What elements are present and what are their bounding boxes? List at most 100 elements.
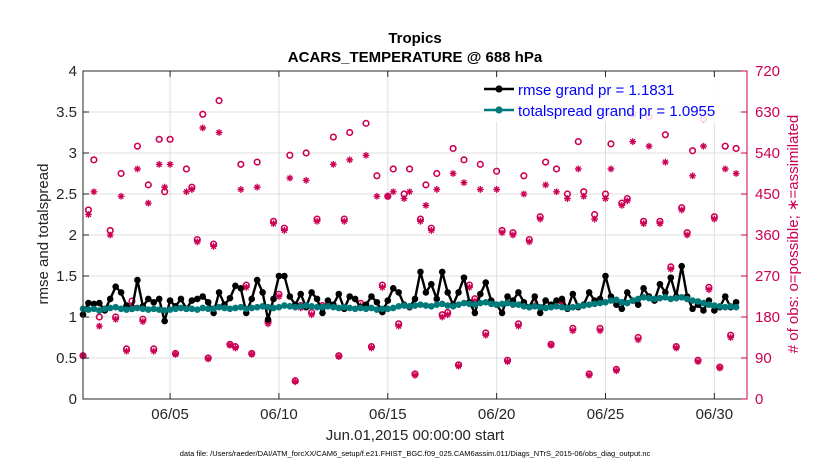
rmse-point bbox=[275, 272, 283, 280]
totalspread-point bbox=[477, 299, 484, 307]
totalspread-point bbox=[248, 304, 256, 312]
obs-assimilated-point bbox=[193, 238, 201, 246]
obs-assimilated-point bbox=[661, 158, 669, 166]
obs-assimilated-point bbox=[694, 358, 702, 366]
rmse-point bbox=[613, 301, 620, 309]
obs-possible-point bbox=[721, 142, 729, 150]
rmse-point bbox=[193, 295, 201, 303]
totalspread-point bbox=[553, 303, 560, 310]
rmse-point bbox=[656, 280, 664, 288]
totalspread-point bbox=[395, 303, 402, 310]
totalspread-point bbox=[330, 303, 337, 311]
y-left-tick-label: 2.5 bbox=[56, 186, 77, 203]
rmse-point bbox=[112, 283, 119, 290]
obs-possible-point bbox=[302, 149, 310, 157]
obs-assimilated-point bbox=[313, 217, 321, 225]
obs-assimilated-point bbox=[231, 344, 239, 352]
totalspread-point bbox=[531, 303, 539, 310]
rmse-point bbox=[204, 298, 212, 306]
rmse-point bbox=[85, 299, 92, 307]
rmse-point bbox=[264, 316, 272, 323]
obs-possible-point bbox=[405, 165, 414, 173]
obs-possible-point bbox=[520, 172, 528, 180]
totalspread-point bbox=[319, 303, 326, 311]
totalspread-point bbox=[711, 302, 718, 309]
x-tick-label: 06/20 bbox=[478, 406, 516, 423]
obs-assimilated-point bbox=[384, 192, 392, 200]
rmse-point bbox=[145, 295, 152, 303]
y-left-tick-label: 0.5 bbox=[56, 350, 77, 367]
obs-assimilated-point bbox=[640, 220, 647, 228]
totalspread-point bbox=[242, 305, 250, 313]
obs-assimilated-point bbox=[248, 350, 256, 358]
totalspread-point bbox=[721, 303, 729, 311]
totalspread-point bbox=[406, 303, 413, 310]
obs-assimilated-point bbox=[591, 215, 599, 223]
totalspread-point bbox=[357, 304, 364, 312]
legend-totalspread-label: totalspread grand pr = 1.0955 bbox=[518, 103, 715, 120]
obs-assimilated-point bbox=[172, 350, 179, 358]
rmse-point bbox=[319, 309, 326, 317]
totalspread-point bbox=[466, 300, 473, 308]
totalspread-point bbox=[134, 304, 141, 312]
totalspread-point bbox=[215, 303, 223, 311]
totalspread-point bbox=[694, 298, 702, 305]
totalspread-point bbox=[591, 300, 598, 308]
totalspread-point bbox=[700, 299, 707, 307]
totalspread-point bbox=[667, 295, 675, 303]
totalspread-point bbox=[150, 305, 158, 313]
obs-assimilated-point bbox=[509, 231, 517, 239]
rmse-point bbox=[477, 290, 484, 298]
totalspread-point bbox=[487, 300, 495, 308]
rmse-point bbox=[433, 295, 441, 303]
obs-assimilated-point bbox=[95, 322, 103, 330]
rmse-point bbox=[662, 289, 669, 296]
totalspread-point bbox=[411, 302, 419, 309]
obs-assimilated-point bbox=[123, 347, 130, 355]
obs-assimilated-point bbox=[520, 190, 528, 198]
obs-assimilated-point bbox=[689, 172, 696, 180]
obs-assimilated-point bbox=[373, 192, 381, 200]
obs-assimilated-point bbox=[117, 192, 125, 200]
rmse-point bbox=[373, 298, 381, 306]
totalspread-point bbox=[438, 300, 446, 308]
totalspread-point bbox=[96, 307, 103, 314]
rmse-point bbox=[368, 293, 375, 300]
obs-assimilated-point bbox=[302, 176, 310, 184]
obs-assimilated-point bbox=[525, 238, 533, 246]
y-left-tick-label: 3.5 bbox=[56, 104, 77, 121]
rmse-point bbox=[215, 289, 223, 296]
obs-assimilated-point bbox=[144, 199, 152, 207]
obs-assimilated-point bbox=[732, 170, 740, 177]
obs-possible-point bbox=[199, 110, 207, 118]
totalspread-point bbox=[651, 295, 658, 303]
y-right-tick-label: 720 bbox=[755, 63, 780, 80]
totalspread-point bbox=[117, 305, 125, 313]
totalspread-point bbox=[297, 303, 305, 310]
obs-possible-point bbox=[182, 165, 191, 173]
obs-assimilated-point bbox=[553, 188, 560, 196]
obs-assimilated-point bbox=[264, 320, 272, 328]
y-left-tick-label: 4 bbox=[69, 63, 77, 80]
obs-assimilated-point bbox=[705, 286, 713, 294]
totalspread-point bbox=[308, 303, 315, 310]
totalspread-point bbox=[166, 306, 174, 313]
obs-assimilated-point bbox=[90, 188, 98, 196]
legend: rmse grand pr = 1.1831 totalspread grand… bbox=[482, 78, 738, 122]
rmse-point bbox=[732, 298, 740, 306]
obs-assimilated-point bbox=[400, 195, 408, 202]
totalspread-point bbox=[128, 305, 136, 313]
totalspread-point bbox=[193, 306, 201, 313]
totalspread-point bbox=[324, 303, 332, 310]
totalspread-point bbox=[547, 303, 555, 311]
totalspread-point bbox=[161, 307, 168, 314]
totalspread-point bbox=[368, 304, 375, 312]
rmse-point bbox=[253, 276, 261, 284]
obs-assimilated-point bbox=[515, 322, 522, 330]
obs-assimilated-point bbox=[596, 327, 604, 335]
totalspread-point bbox=[101, 305, 109, 313]
rmse-point bbox=[678, 262, 685, 270]
totalspread-point bbox=[417, 301, 424, 309]
obs-assimilated-point bbox=[199, 124, 207, 132]
